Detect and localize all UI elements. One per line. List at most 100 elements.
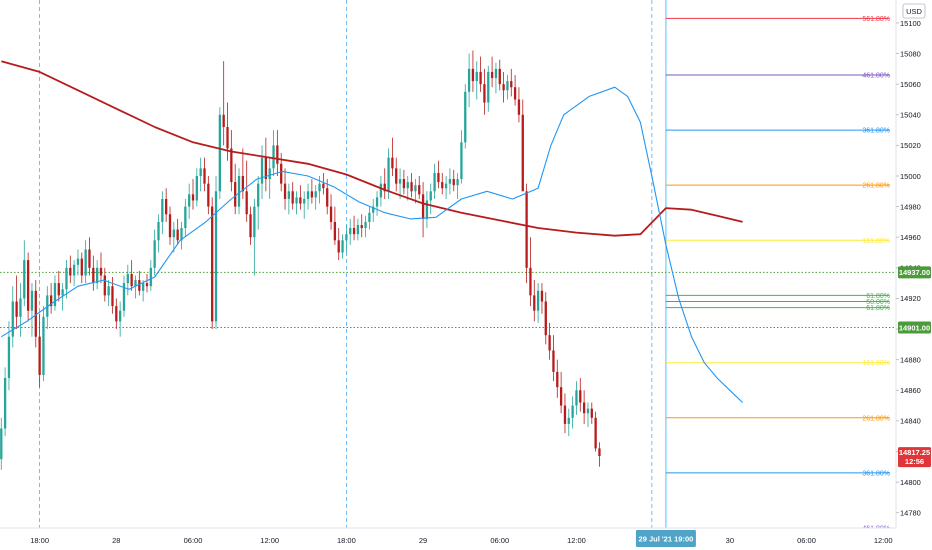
candle-body-122 bbox=[467, 68, 471, 92]
candle-135 bbox=[517, 87, 521, 123]
candle-47 bbox=[180, 221, 183, 250]
currency-label: USD bbox=[906, 7, 922, 16]
candle-147 bbox=[563, 393, 567, 434]
price-tick-label-1: 14800 bbox=[900, 478, 921, 487]
candle-7 bbox=[26, 252, 30, 322]
time-ticks: 18:002806:0012:0018:002906:0012:0018:003… bbox=[30, 536, 892, 545]
candle-89 bbox=[341, 234, 344, 259]
candle-126 bbox=[483, 68, 486, 115]
candle-body-115 bbox=[441, 182, 444, 189]
fib-label-8: 161.80% bbox=[862, 360, 890, 367]
candle-body-62 bbox=[237, 176, 241, 207]
candle-4 bbox=[15, 275, 18, 330]
candle-113 bbox=[433, 163, 436, 199]
candle-114 bbox=[437, 160, 440, 189]
candle-107 bbox=[410, 172, 413, 198]
candle-body-43 bbox=[165, 198, 168, 215]
candle-body-89 bbox=[341, 240, 344, 253]
candle-body-66 bbox=[253, 206, 256, 238]
candle-124 bbox=[475, 61, 478, 100]
fib-label-3: 261.80% bbox=[862, 183, 890, 190]
candle-84 bbox=[322, 172, 325, 195]
candle-8 bbox=[30, 283, 34, 337]
candle-body-49 bbox=[188, 194, 191, 207]
candle-144 bbox=[552, 335, 555, 382]
candle-body-135 bbox=[517, 99, 521, 115]
candle-120 bbox=[460, 130, 463, 184]
candle-79 bbox=[303, 191, 306, 219]
currency-badge[interactable] bbox=[902, 3, 926, 19]
candle-body-147 bbox=[563, 405, 567, 424]
candle-body-34 bbox=[130, 273, 133, 287]
candle-body-106 bbox=[406, 182, 409, 189]
candle-body-0 bbox=[0, 428, 3, 460]
candle-57 bbox=[218, 107, 221, 199]
candle-142 bbox=[544, 292, 547, 345]
time-axis[interactable] bbox=[0, 528, 932, 550]
candle-151 bbox=[579, 378, 582, 412]
candle-body-2 bbox=[7, 336, 11, 379]
candle-body-114 bbox=[437, 172, 440, 183]
candle-body-16 bbox=[61, 289, 64, 296]
candle-body-38 bbox=[145, 283, 149, 287]
candle-body-86 bbox=[329, 206, 333, 222]
candle-body-123 bbox=[471, 68, 475, 82]
candle-123 bbox=[471, 50, 475, 92]
candle-30 bbox=[115, 298, 118, 330]
candle-102 bbox=[391, 137, 394, 176]
candle-22 bbox=[84, 240, 87, 284]
candle-body-132 bbox=[506, 81, 509, 91]
candle-body-107 bbox=[410, 182, 413, 192]
candle-64 bbox=[245, 160, 248, 222]
candle-body-4 bbox=[15, 301, 18, 317]
candle-26 bbox=[99, 252, 103, 284]
candle-body-42 bbox=[161, 198, 164, 222]
candle-body-130 bbox=[498, 68, 501, 85]
candle-body-35 bbox=[134, 280, 137, 287]
candle-body-5 bbox=[19, 298, 22, 317]
candle-130 bbox=[498, 59, 501, 91]
candle-body-48 bbox=[184, 206, 187, 229]
time-tick-label-2: 06:00 bbox=[184, 536, 203, 545]
candle-body-44 bbox=[168, 214, 172, 238]
candle-body-67 bbox=[257, 183, 260, 207]
candle-body-116 bbox=[444, 183, 448, 189]
candle-body-103 bbox=[395, 168, 398, 184]
candle-67 bbox=[257, 176, 260, 230]
fib-label-1: 461.80% bbox=[862, 72, 890, 79]
moving-averages bbox=[1, 60, 743, 403]
candle-136 bbox=[521, 99, 524, 192]
candle-body-144 bbox=[552, 350, 555, 372]
candle-body-11 bbox=[42, 316, 45, 375]
candle-71 bbox=[272, 130, 275, 176]
time-tick-label-11: 12:00 bbox=[874, 536, 893, 545]
candle-body-109 bbox=[418, 185, 421, 195]
candle-body-73 bbox=[280, 163, 283, 184]
candle-body-140 bbox=[536, 290, 540, 311]
candle-body-143 bbox=[548, 335, 551, 351]
candle-body-149 bbox=[571, 405, 574, 418]
candle-body-126 bbox=[483, 84, 486, 103]
candle-48 bbox=[184, 198, 187, 238]
candle-153 bbox=[586, 402, 590, 427]
time-tick-label-3: 12:00 bbox=[260, 536, 279, 545]
candle-body-10 bbox=[38, 336, 41, 375]
candle-103 bbox=[395, 157, 398, 192]
time-tick-label-4: 18:00 bbox=[337, 536, 356, 545]
candle-body-9 bbox=[34, 290, 37, 337]
candle-121 bbox=[464, 84, 467, 149]
candle-86 bbox=[329, 194, 333, 230]
candle-145 bbox=[556, 359, 559, 398]
candle-body-33 bbox=[126, 273, 129, 284]
candle-body-46 bbox=[176, 229, 179, 241]
candle-body-61 bbox=[234, 182, 237, 207]
candle-38 bbox=[145, 273, 149, 293]
candle-69 bbox=[264, 137, 268, 192]
candle-body-91 bbox=[349, 228, 352, 235]
candle-97 bbox=[372, 198, 375, 222]
candle-106 bbox=[406, 176, 409, 201]
candle-148 bbox=[567, 408, 570, 437]
candle-34 bbox=[130, 260, 133, 291]
fib-label-7: 61.80% bbox=[866, 305, 890, 312]
